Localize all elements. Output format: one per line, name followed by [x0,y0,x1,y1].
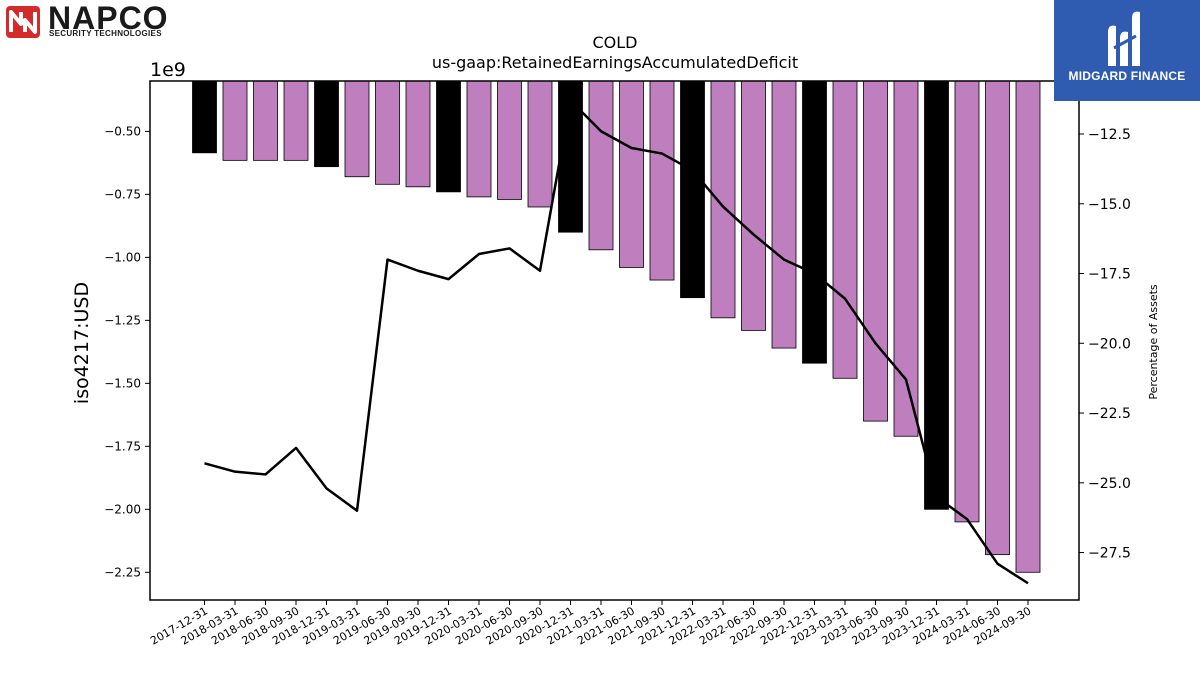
y2-axis-label: Percentage of Assets [1147,284,1160,400]
bar-2021-06-30 [619,80,644,268]
y2-tick-label: −20.0 [1088,336,1131,352]
bar-2023-03-31 [832,80,858,379]
bar-2021-03-31 [588,80,614,251]
midgard-name: MIDGARD FINANCE [1068,69,1186,83]
bar-2022-09-30 [771,80,797,349]
y-tick-label: −2.25 [104,565,141,579]
y-axis-label: iso4217:USD [71,282,93,404]
plot-frame [149,80,1080,601]
y-tick-label: −1.00 [104,250,141,264]
bar-2021-09-30 [649,80,675,281]
midgard-finance-logo: MIDGARD FINANCE [1054,0,1200,101]
bar-2020-03-31 [466,80,492,198]
y-tick-label: −1.50 [104,376,141,390]
y2-tick-label: −15.0 [1088,197,1131,213]
y2-tick-label: −25.0 [1088,476,1131,492]
bar-2022-03-31 [710,80,736,319]
y-tick-label: −1.75 [104,439,141,453]
bar-2023-12-31 [924,80,949,510]
bar-2024-06-30 [985,80,1010,556]
bar-2019-09-30 [405,80,431,188]
bar-2019-12-31 [436,80,461,193]
y2-tick-label: −27.5 [1088,546,1131,562]
napco-mark-icon [6,6,40,38]
y-tick-label: −1.25 [104,313,141,327]
y-tick-label: −0.75 [104,187,141,201]
bar-2018-06-30 [253,80,278,161]
y2-tick-label: −17.5 [1088,267,1131,283]
y2-tick-label: −12.5 [1088,127,1131,143]
chart-subtitle: us-gaap:RetainedEarningsAccumulatedDefic… [432,53,798,72]
napco-name: NAPCO [48,0,169,36]
bar-2019-03-31 [344,80,370,178]
bar-2024-09-30 [1015,80,1041,573]
napco-logo: NAPCO SECURITY TECHNOLOGIES [4,0,214,40]
bars [192,80,1041,573]
bar-2019-06-30 [375,80,400,185]
bar-2023-06-30 [863,80,888,422]
y-tick-label: −0.50 [104,124,141,138]
bar-2021-12-31 [680,80,705,299]
napco-tagline: SECURITY TECHNOLOGIES [49,29,162,38]
bar-2020-06-30 [497,80,522,200]
percentage-line [204,99,1029,585]
percentage-of-assets-line [204,99,1029,585]
y-tick-label: −2.00 [104,502,141,516]
bar-2018-12-31 [314,80,339,168]
bar-2022-12-31 [802,80,827,364]
bar-2024-03-31 [954,80,980,523]
bar-2022-06-30 [741,80,766,331]
bar-2018-03-31 [222,80,248,161]
bar-2023-09-30 [893,80,919,437]
bar-2018-09-30 [283,80,309,161]
midgard-mark-icon [1102,8,1152,72]
y2-tick-label: −22.5 [1088,406,1131,422]
bar-2020-09-30 [527,80,553,208]
bar-2017-12-31 [192,80,217,154]
chart-title: COLD [593,33,638,52]
y-offset-label: 1e9 [150,59,186,81]
